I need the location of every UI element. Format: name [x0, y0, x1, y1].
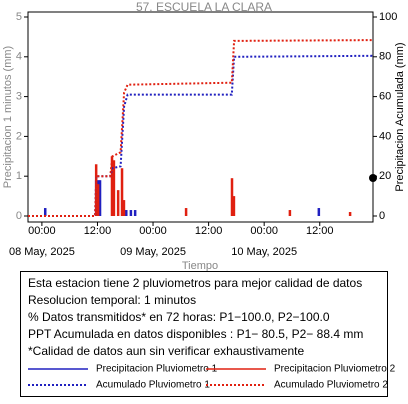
y2-tick-label: 80	[379, 51, 391, 63]
bar	[98, 180, 102, 216]
info-line: PPT Acumulada en datos disponibles : P1−…	[28, 327, 363, 341]
bar	[317, 208, 321, 216]
accumulated-line	[28, 39, 374, 217]
info-line: % Datos transmitidos* en 72 horas: P1−10…	[28, 310, 330, 324]
bar	[110, 156, 114, 216]
y2-tick-label: 60	[379, 91, 391, 103]
bar	[230, 178, 234, 216]
bar	[122, 200, 126, 216]
y2-axis-label: Precipitacion Acumulada (mm)	[394, 42, 406, 191]
bar	[116, 190, 120, 216]
y-tick-label: 1	[16, 170, 22, 182]
plot-frame	[27, 11, 374, 223]
bar	[120, 168, 124, 216]
y2-tick-label: 0	[379, 210, 385, 222]
bar	[184, 208, 188, 216]
legend-label: Precipitacion Pluviometro 1	[96, 364, 218, 375]
legend-label: Acumulado Pluviometro 2	[274, 380, 388, 391]
legend-label: Precipitacion Pluviometro 2	[274, 364, 396, 375]
date-label: 10 May, 2025	[231, 246, 297, 258]
info-line: Resolucion temporal: 1 minutos	[28, 293, 196, 307]
x-axis-label: Tiempo	[182, 260, 218, 272]
y-tick-label: 3	[16, 91, 22, 103]
x-tick-label: 12:00	[195, 225, 223, 237]
y-tick-label: 0	[16, 210, 22, 222]
x-tick-label: 00:00	[28, 225, 56, 237]
date-label: 09 May, 2025	[120, 246, 186, 258]
y2-tick-label: 40	[379, 130, 391, 142]
info-line: Esta estacion tiene 2 pluviometros para …	[28, 276, 362, 290]
chart-title: 57. ESCUELA LA CLARA	[136, 0, 272, 14]
y-tick-label: 4	[16, 51, 22, 63]
bar	[288, 210, 292, 216]
legend-label: Acumulado Pluviometro 1	[96, 380, 210, 391]
x-tick-label: 12:00	[84, 225, 112, 237]
bar	[96, 184, 100, 216]
legend-box	[20, 271, 388, 397]
x-tick-label: 00:00	[250, 225, 278, 237]
bar	[129, 210, 133, 216]
y2-tick-label: 20	[379, 170, 391, 182]
bar	[112, 160, 116, 216]
bar	[133, 210, 137, 216]
bar	[43, 208, 47, 216]
y-tick-label: 5	[16, 11, 22, 23]
date-label: 08 May, 2025	[9, 246, 75, 258]
y2-tick-label: 100	[379, 11, 397, 23]
bar	[348, 212, 352, 216]
bar	[125, 210, 128, 216]
x-tick-label: 12:00	[306, 225, 334, 237]
accumulated-line	[28, 54, 374, 217]
y-axis-label: Precipitacion 1 minutos (mm)	[2, 46, 14, 188]
bar	[232, 196, 236, 216]
info-line: *Calidad de datos aun sin verificar exha…	[28, 344, 304, 358]
y-tick-label: 2	[16, 130, 22, 142]
x-tick-label: 00:00	[139, 225, 167, 237]
